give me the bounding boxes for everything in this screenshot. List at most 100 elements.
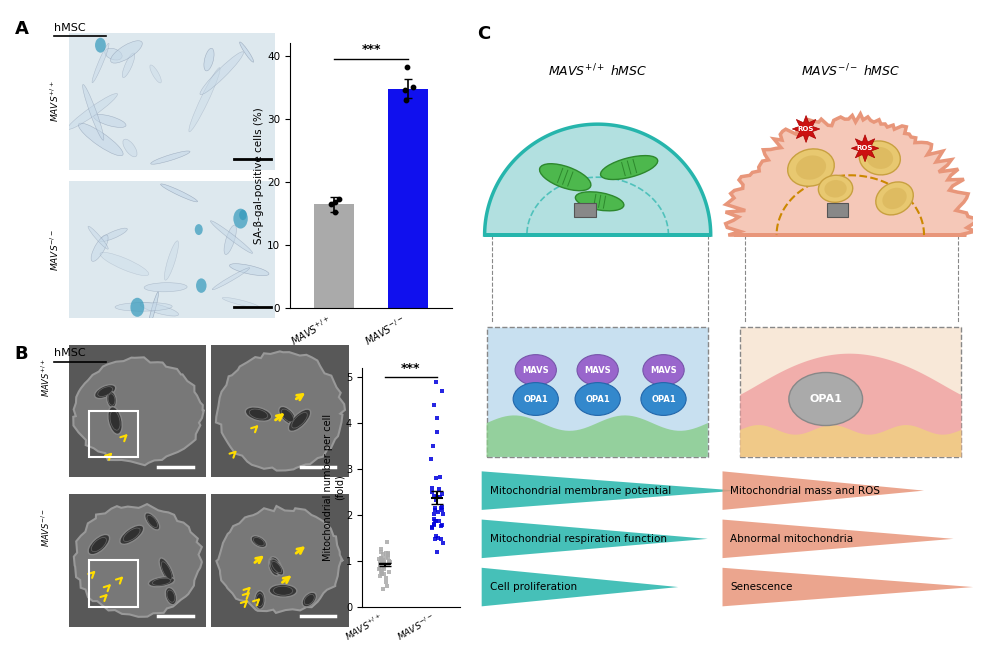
Point: [426, 491, 441, 501]
Point: [434, 520, 449, 530]
Ellipse shape: [91, 235, 108, 261]
Point: [430, 427, 445, 438]
Point: [323, 199, 339, 210]
Ellipse shape: [123, 139, 137, 156]
Point: [327, 197, 343, 208]
Polygon shape: [74, 504, 202, 617]
Text: A: A: [15, 20, 29, 38]
Ellipse shape: [257, 593, 263, 607]
Polygon shape: [487, 416, 708, 457]
Ellipse shape: [641, 383, 686, 416]
Point: [427, 534, 442, 544]
Point: [434, 534, 449, 544]
Circle shape: [233, 209, 248, 229]
Point: [375, 569, 390, 579]
Ellipse shape: [302, 592, 317, 607]
Ellipse shape: [268, 557, 281, 576]
Point: [376, 556, 392, 566]
Point: [379, 549, 395, 560]
Point: [379, 581, 395, 591]
Point: [405, 82, 421, 93]
Ellipse shape: [145, 512, 160, 530]
Point: [433, 491, 448, 502]
FancyBboxPatch shape: [211, 345, 349, 477]
Text: Mitochondrial mass and ROS: Mitochondrial mass and ROS: [730, 485, 881, 496]
Polygon shape: [792, 115, 820, 143]
FancyBboxPatch shape: [827, 204, 848, 217]
Text: ROS: ROS: [798, 126, 814, 132]
Ellipse shape: [200, 52, 244, 95]
Ellipse shape: [575, 192, 624, 211]
Polygon shape: [725, 114, 979, 235]
FancyBboxPatch shape: [69, 33, 275, 170]
Point: [380, 556, 396, 567]
Ellipse shape: [575, 383, 620, 416]
Text: $MAVS^{+/+}$: $MAVS^{+/+}$: [48, 81, 61, 123]
FancyBboxPatch shape: [740, 327, 961, 457]
Point: [427, 509, 442, 519]
Ellipse shape: [240, 42, 254, 62]
Point: [375, 566, 390, 577]
Point: [434, 509, 450, 520]
Point: [428, 503, 443, 513]
Point: [434, 386, 449, 396]
Point: [381, 555, 397, 566]
Point: [429, 473, 444, 483]
Ellipse shape: [152, 578, 171, 585]
Text: MAVS: MAVS: [650, 365, 677, 375]
Polygon shape: [482, 568, 678, 607]
Point: [434, 489, 450, 499]
Ellipse shape: [147, 515, 157, 528]
Ellipse shape: [224, 225, 236, 255]
Text: Abnormal mitochondria: Abnormal mitochondria: [730, 534, 853, 544]
Point: [430, 413, 445, 424]
Text: $MAVS^{+/+}$ hMSC: $MAVS^{+/+}$ hMSC: [548, 63, 648, 80]
FancyBboxPatch shape: [69, 494, 206, 627]
Ellipse shape: [106, 391, 116, 408]
Point: [426, 513, 441, 524]
Ellipse shape: [246, 407, 271, 421]
Point: [372, 559, 387, 570]
Bar: [387, 89, 429, 308]
Ellipse shape: [513, 383, 558, 416]
Point: [432, 516, 447, 526]
Point: [428, 495, 443, 505]
Point: [399, 62, 415, 72]
Point: [425, 487, 440, 498]
Ellipse shape: [212, 268, 250, 290]
Text: ***: ***: [362, 43, 380, 56]
Ellipse shape: [203, 48, 214, 71]
Point: [327, 207, 343, 217]
Ellipse shape: [122, 53, 135, 78]
Point: [373, 543, 388, 554]
Ellipse shape: [161, 562, 172, 579]
Polygon shape: [216, 506, 343, 613]
Ellipse shape: [110, 411, 120, 430]
Circle shape: [239, 210, 247, 220]
Text: ROS: ROS: [857, 145, 873, 151]
Ellipse shape: [164, 241, 179, 280]
Text: C: C: [477, 25, 490, 43]
Point: [431, 532, 446, 543]
Ellipse shape: [269, 584, 297, 597]
Polygon shape: [723, 471, 924, 510]
Point: [426, 520, 441, 530]
Ellipse shape: [68, 93, 118, 129]
Text: $MAVS^{-/-}$: $MAVS^{-/-}$: [48, 229, 61, 271]
Point: [425, 522, 440, 533]
Text: Senescence: Senescence: [730, 582, 792, 592]
Ellipse shape: [150, 151, 190, 164]
Ellipse shape: [141, 302, 179, 316]
Ellipse shape: [91, 538, 106, 552]
Polygon shape: [740, 425, 961, 457]
Point: [380, 553, 396, 564]
Point: [372, 563, 387, 573]
Point: [376, 557, 391, 568]
Point: [430, 547, 445, 558]
Ellipse shape: [866, 147, 894, 169]
Ellipse shape: [160, 184, 198, 202]
Ellipse shape: [108, 406, 122, 434]
Point: [426, 441, 441, 452]
Point: [378, 536, 394, 547]
Ellipse shape: [159, 558, 174, 583]
